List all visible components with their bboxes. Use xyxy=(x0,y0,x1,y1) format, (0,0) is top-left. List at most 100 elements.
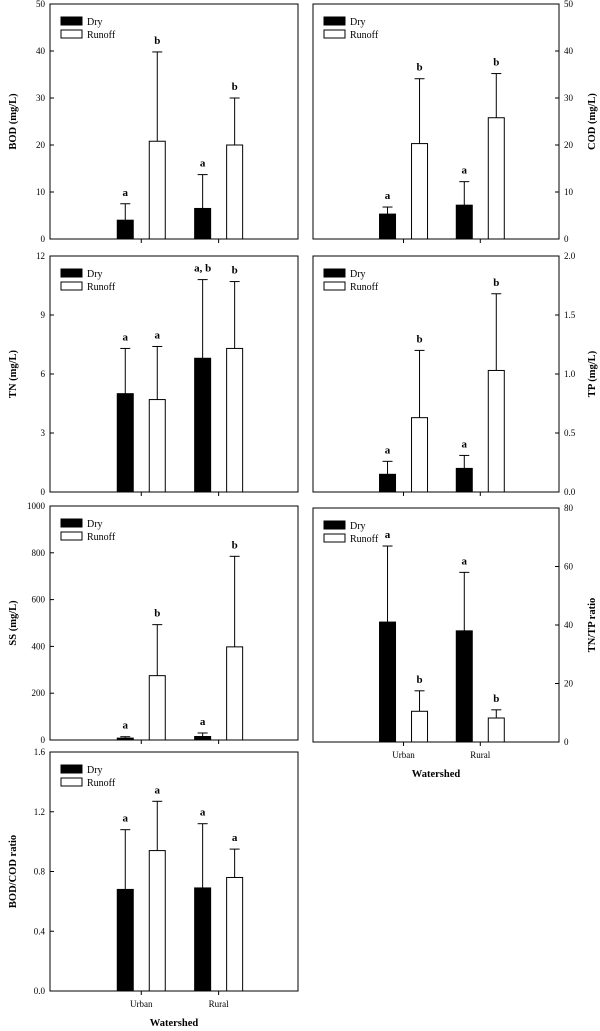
x-axis-title: Watershed xyxy=(150,1018,199,1029)
panel-cod: 0 10 20 30 40 50 COD (mg/L) a b a b Dry Runoff xyxy=(312,0,598,244)
legend-swatch-runoff xyxy=(60,29,83,39)
bar-dry-urban xyxy=(116,219,134,240)
legend-label-dry: Dry xyxy=(87,269,103,280)
y-tick-label: 12 xyxy=(36,251,45,261)
y-tick-label: 20 xyxy=(564,140,574,150)
significance-label: a xyxy=(232,832,238,844)
bar-dry-rural xyxy=(194,887,212,992)
y-tick-label: 10 xyxy=(564,187,574,197)
bar-runoff-urban xyxy=(411,143,429,240)
bar-runoff-urban xyxy=(148,140,166,240)
legend-swatch-runoff xyxy=(60,531,83,541)
y-tick-label: 80 xyxy=(564,503,574,513)
panel-tp: 0.0 0.5 1.0 1.5 2.0 TP (mg/L) a b a b Dry Runoff xyxy=(312,251,598,497)
y-tick-label: 40 xyxy=(564,620,574,630)
significance-label: a xyxy=(462,438,468,450)
panel-tn-tp: 0 20 40 60 80 TN/TP ratio Urban a b Rural a b Dry Run… xyxy=(312,503,598,780)
y-tick-label: 400 xyxy=(32,641,46,651)
y-tick-label: 20 xyxy=(564,679,574,689)
legend-swatch-runoff xyxy=(60,777,83,787)
y-tick-label: 0.0 xyxy=(34,986,46,996)
panel-tn: 0 3 6 9 12 TN (mg/L) a a a, b b Dry Runoff xyxy=(8,251,299,497)
y-axis-title: BOD (mg/L) xyxy=(8,93,19,150)
bar-dry-rural xyxy=(455,204,473,240)
bar-runoff-urban xyxy=(148,399,166,493)
bar-dry-urban xyxy=(379,473,397,493)
y-tick-label: 40 xyxy=(564,46,574,56)
significance-label: a xyxy=(385,190,391,202)
y-tick-label: 50 xyxy=(36,0,46,9)
y-tick-label: 800 xyxy=(32,548,46,558)
y-tick-label: 0 xyxy=(41,487,46,497)
bar-runoff-rural xyxy=(226,876,244,992)
bar-runoff-rural xyxy=(487,717,505,743)
legend-swatch-dry xyxy=(60,764,83,774)
significance-label: b xyxy=(493,57,499,69)
legend-swatch-runoff xyxy=(323,281,346,291)
y-tick-label: 3 xyxy=(41,428,46,438)
y-tick-label: 600 xyxy=(32,595,46,605)
bar-dry-urban xyxy=(116,393,134,493)
legend-label-runoff: Runoff xyxy=(87,532,116,543)
significance-label: a, b xyxy=(194,263,211,275)
legend-label-dry: Dry xyxy=(87,765,103,776)
legend-swatch-runoff xyxy=(60,281,83,291)
y-tick-label: 30 xyxy=(564,93,574,103)
x-axis-title: Watershed xyxy=(412,769,461,780)
y-tick-label: 0 xyxy=(41,735,46,745)
legend-label-runoff: Runoff xyxy=(87,282,116,293)
y-axis-title: COD (mg/L) xyxy=(587,93,598,150)
y-tick-label: 200 xyxy=(32,688,46,698)
legend-label-dry: Dry xyxy=(87,519,103,530)
bar-dry-urban xyxy=(379,213,397,240)
y-tick-label: 20 xyxy=(36,140,46,150)
legend-label-dry: Dry xyxy=(350,17,366,28)
significance-label: a xyxy=(385,529,391,541)
y-tick-label: 0.4 xyxy=(34,926,46,936)
y-axis-title: TN/TP ratio xyxy=(587,598,598,653)
bar-runoff-rural xyxy=(487,369,505,493)
y-tick-label: 60 xyxy=(564,562,574,572)
significance-label: b xyxy=(416,674,422,686)
legend-label-dry: Dry xyxy=(87,17,103,28)
y-tick-label: 2.0 xyxy=(564,251,576,261)
legend-swatch-dry xyxy=(323,16,346,26)
y-tick-label: 1.6 xyxy=(34,747,46,757)
significance-label: b xyxy=(232,81,238,93)
legend-label-runoff: Runoff xyxy=(350,282,379,293)
y-axis-title: BOD/COD ratio xyxy=(8,835,19,908)
y-tick-label: 9 xyxy=(41,310,46,320)
significance-label: b xyxy=(232,265,238,277)
bar-runoff-urban xyxy=(411,710,429,743)
significance-label: b xyxy=(416,333,422,345)
y-axis-title: TP (mg/L) xyxy=(587,350,598,397)
bar-dry-rural xyxy=(455,467,473,493)
x-tick-label: Urban xyxy=(392,750,415,760)
plot-frame xyxy=(312,3,560,240)
legend-label-runoff: Runoff xyxy=(350,30,379,41)
significance-label: b xyxy=(154,608,160,620)
legend-swatch-dry xyxy=(60,518,83,528)
significance-label: a xyxy=(155,784,161,796)
x-tick-label: Rural xyxy=(209,999,229,1009)
significance-label: a xyxy=(200,158,206,170)
bar-dry-rural xyxy=(194,357,212,493)
y-tick-label: 1000 xyxy=(27,501,46,511)
panel-ss: 0 200 400 600 800 1000 SS (mg/L) a b a b Dry Runoff xyxy=(8,501,299,745)
y-tick-label: 6 xyxy=(41,369,46,379)
plot-frame xyxy=(49,3,299,240)
bar-runoff-urban xyxy=(148,850,166,992)
y-tick-label: 1.5 xyxy=(564,310,576,320)
plot-frame xyxy=(49,505,299,741)
legend-swatch-dry xyxy=(60,268,83,278)
y-tick-label: 0.5 xyxy=(564,428,576,438)
legend-swatch-runoff xyxy=(323,29,346,39)
significance-label: a xyxy=(123,331,129,343)
panel-bod-cod: 0.0 0.4 0.8 1.2 1.6 BOD/COD ratio Urban a a Rural… xyxy=(8,747,299,1029)
bar-runoff-rural xyxy=(487,117,505,240)
legend-swatch-dry xyxy=(60,16,83,26)
bar-runoff-rural xyxy=(226,144,244,240)
bar-dry-urban xyxy=(116,888,134,992)
bar-dry-urban xyxy=(116,737,134,741)
